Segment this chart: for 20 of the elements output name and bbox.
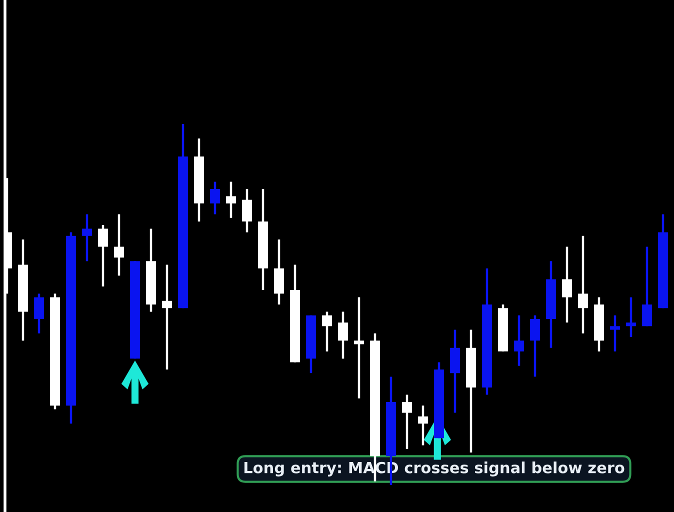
- candlestick: [162, 264, 172, 371]
- candlestick: [610, 314, 620, 353]
- candlestick: [354, 296, 364, 400]
- candlestick: [34, 292, 44, 334]
- candlestick: [226, 180, 236, 219]
- candlestick: [114, 213, 124, 277]
- candlestick: [322, 310, 332, 353]
- candlestick: [242, 188, 252, 234]
- candlestick: [562, 246, 572, 324]
- candlestick: [626, 296, 636, 338]
- candlestick: [418, 404, 428, 446]
- candlestick: [210, 180, 220, 216]
- candlestick: [338, 310, 348, 360]
- candlestick: [530, 314, 540, 378]
- candlestick: [402, 394, 412, 450]
- candlestick: [578, 234, 588, 334]
- candlestick: [514, 314, 524, 367]
- candlestick: [98, 224, 108, 288]
- candlestick: [82, 213, 92, 262]
- candlestick: [642, 246, 652, 328]
